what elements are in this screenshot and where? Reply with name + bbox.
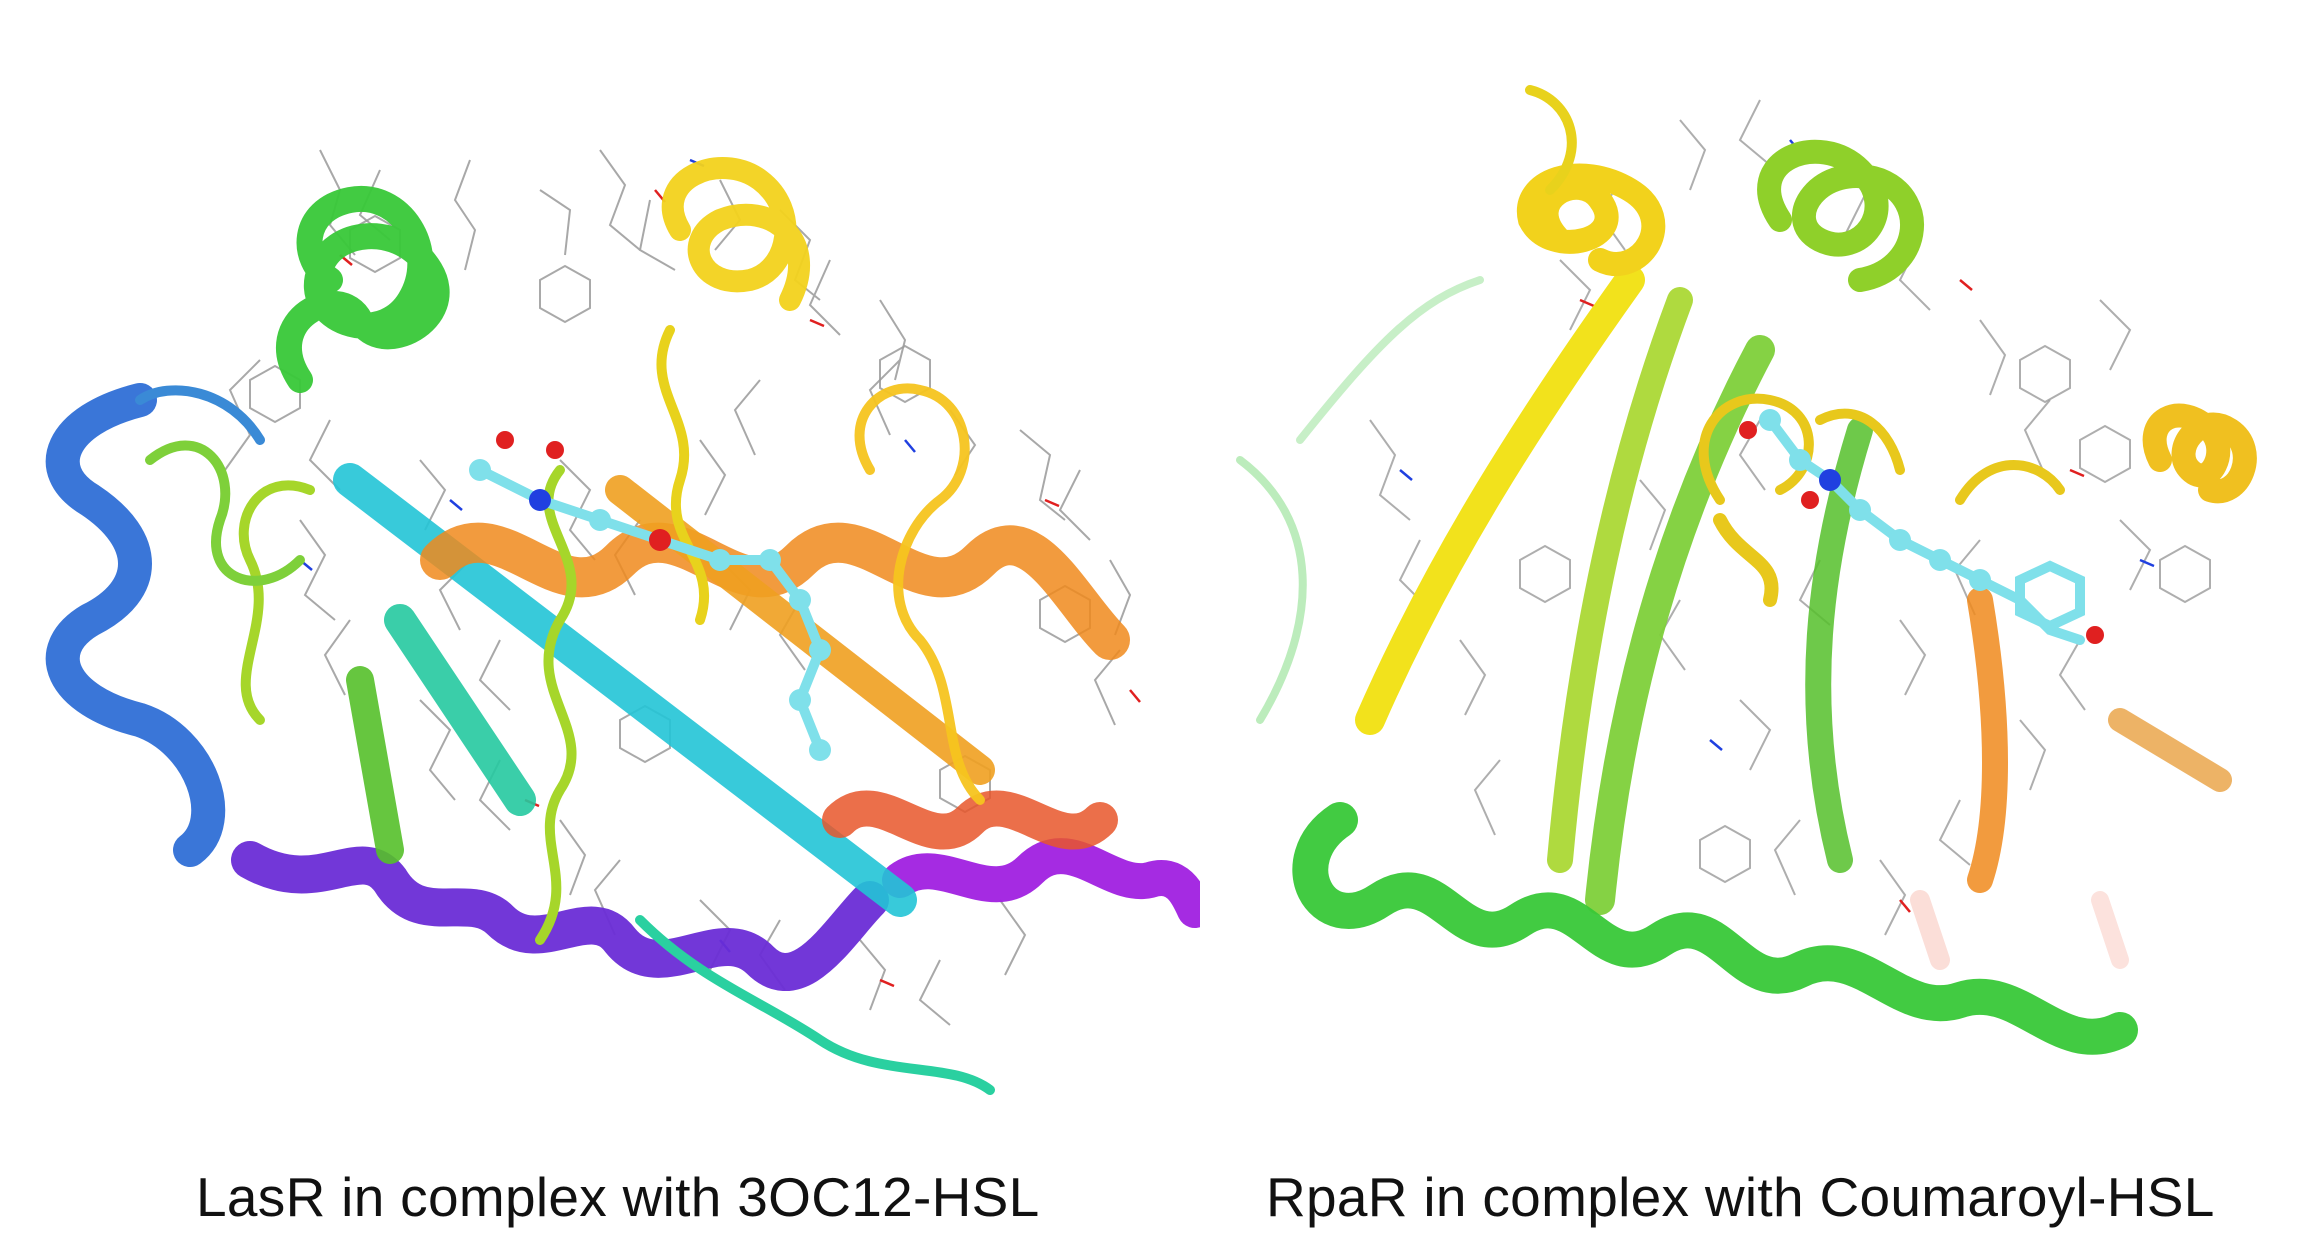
panel-rpar: RpaR in complex with Coumaroyl-HSL xyxy=(1200,0,2324,1248)
lasr-ligand xyxy=(469,431,831,761)
caption-rpar: RpaR in complex with Coumaroyl-HSL xyxy=(1266,1166,2215,1228)
rpar-heteroatoms xyxy=(1399,139,2155,913)
lasr-ribbons xyxy=(45,157,1200,1095)
lasr-protein-render xyxy=(45,149,1200,1095)
panel-lasr: LasR in complex with 3OC12-HSL xyxy=(45,149,1200,1228)
rpar-aromatic-rings xyxy=(1519,344,2211,884)
caption-lasr: LasR in complex with 3OC12-HSL xyxy=(196,1166,1040,1228)
rpar-ribbons xyxy=(1236,85,2257,1055)
rpar-protein-render xyxy=(1236,85,2257,1055)
rpar-ligand xyxy=(1739,409,2104,645)
